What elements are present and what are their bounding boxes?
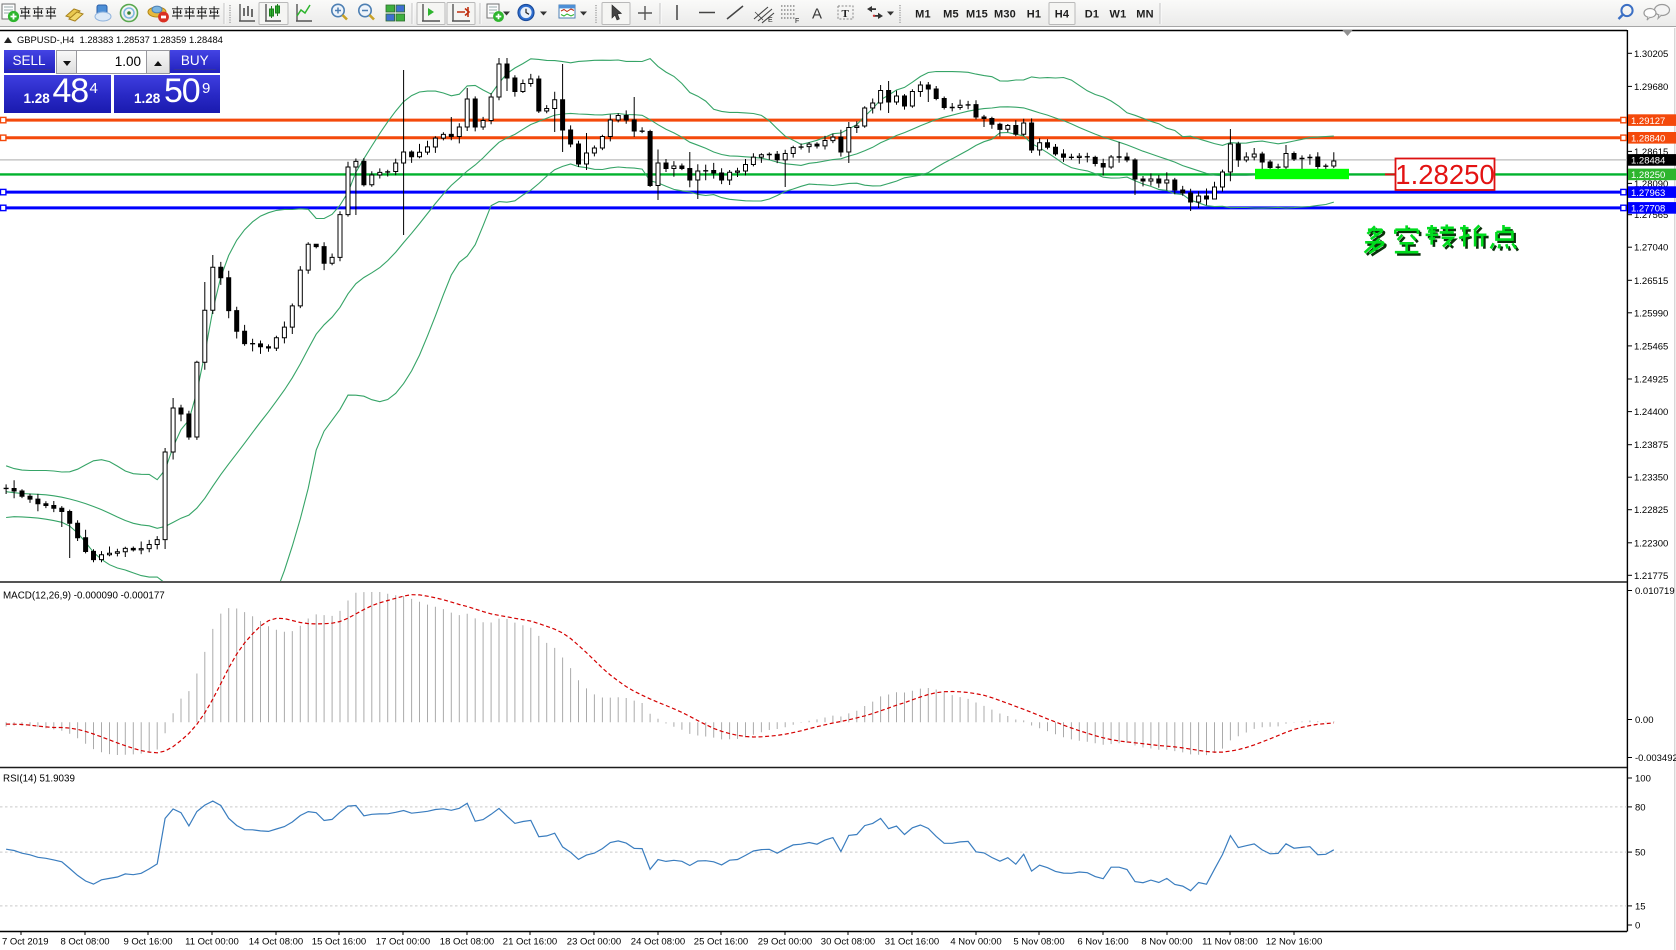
svg-text:8 Nov 00:00: 8 Nov 00:00 [1141,937,1192,948]
svg-text:31 Oct 16:00: 31 Oct 16:00 [885,937,939,948]
svg-text:0.00: 0.00 [1635,715,1654,726]
svg-text:0: 0 [1635,921,1640,932]
svg-text:H4: H4 [1055,9,1070,21]
svg-text:30 Oct 08:00: 30 Oct 08:00 [821,937,875,948]
svg-text:RSI(14) 51.9039: RSI(14) 51.9039 [3,774,75,785]
svg-text:7 Oct 2019: 7 Oct 2019 [2,937,48,948]
svg-text:1.28250: 1.28250 [1631,170,1665,181]
svg-text:H1: H1 [1027,9,1041,21]
svg-text:9 Oct 16:00: 9 Oct 16:00 [123,937,172,948]
svg-text:1.28615: 1.28615 [1634,147,1668,158]
svg-text:29 Oct 00:00: 29 Oct 00:00 [758,937,812,948]
svg-text:MACD(12,26,9) -0.000090 -0.000: MACD(12,26,9) -0.000090 -0.000177 [3,591,165,602]
svg-text:E: E [768,17,773,24]
svg-text:4 Nov 00:00: 4 Nov 00:00 [950,937,1001,948]
svg-text:M30: M30 [994,9,1016,21]
svg-text:M1: M1 [915,9,931,21]
svg-text:25 Oct 16:00: 25 Oct 16:00 [694,937,748,948]
svg-text:1.23350: 1.23350 [1634,473,1668,484]
svg-text:80: 80 [1635,802,1646,813]
svg-text:0.010719: 0.010719 [1635,586,1675,597]
svg-text:1.21775: 1.21775 [1634,571,1668,582]
svg-text:1.29127: 1.29127 [1631,116,1665,127]
svg-text:-0.003492: -0.003492 [1635,753,1676,764]
svg-text:MN: MN [1136,9,1154,21]
svg-text:M15: M15 [966,9,988,21]
svg-text:1.25465: 1.25465 [1634,341,1668,352]
svg-text:50: 50 [1635,848,1646,859]
svg-text:1.27708: 1.27708 [1631,204,1665,215]
svg-text:11 Oct 00:00: 11 Oct 00:00 [185,937,239,948]
svg-text:8 Oct 08:00: 8 Oct 08:00 [60,937,109,948]
svg-text:5 Nov 08:00: 5 Nov 08:00 [1013,937,1064,948]
svg-text:1.27963: 1.27963 [1631,188,1665,199]
svg-text:1.25990: 1.25990 [1634,308,1668,319]
svg-text:1.28250: 1.28250 [1395,159,1494,190]
svg-text:A: A [812,6,822,23]
svg-text:24 Oct 08:00: 24 Oct 08:00 [631,937,685,948]
svg-text:1.30205: 1.30205 [1634,49,1668,60]
svg-text:1.28840: 1.28840 [1631,134,1665,145]
svg-text:15 Oct 16:00: 15 Oct 16:00 [312,937,366,948]
svg-text:11 Nov 08:00: 11 Nov 08:00 [1202,937,1258,948]
svg-text:21 Oct 16:00: 21 Oct 16:00 [503,937,557,948]
svg-text:1.27565: 1.27565 [1634,210,1668,221]
svg-text:23 Oct 00:00: 23 Oct 00:00 [567,937,621,948]
svg-text:14 Oct 08:00: 14 Oct 08:00 [249,937,303,948]
svg-text:1.28484: 1.28484 [1631,156,1665,167]
svg-text:1.26515: 1.26515 [1634,276,1668,287]
svg-text:1.22300: 1.22300 [1634,538,1668,549]
svg-text:M5: M5 [943,9,959,21]
svg-text:17 Oct 00:00: 17 Oct 00:00 [376,937,430,948]
svg-text:1.22825: 1.22825 [1634,505,1668,516]
svg-text:F: F [795,18,799,25]
svg-text:1.28090: 1.28090 [1634,179,1668,190]
svg-text:1.23875: 1.23875 [1634,440,1668,451]
svg-text:D1: D1 [1085,9,1099,21]
svg-text:W1: W1 [1110,9,1127,21]
svg-text:1.27040: 1.27040 [1634,243,1668,254]
svg-text:1.29680: 1.29680 [1634,82,1668,93]
svg-text:15: 15 [1635,901,1646,912]
svg-text:18 Oct 08:00: 18 Oct 08:00 [440,937,494,948]
svg-text:100: 100 [1635,774,1651,785]
svg-text:T: T [842,8,850,20]
svg-text:1.24400: 1.24400 [1634,407,1668,418]
svg-text:1.24925: 1.24925 [1634,375,1668,386]
svg-text:12 Nov 16:00: 12 Nov 16:00 [1266,937,1323,948]
svg-text:6 Nov 16:00: 6 Nov 16:00 [1077,937,1128,948]
